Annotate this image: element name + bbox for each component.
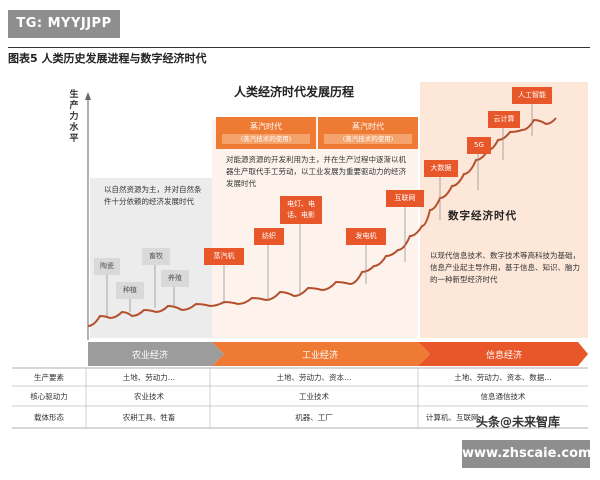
- milestone-internet: 互联网: [386, 190, 424, 207]
- milestone-steam-engine: 蒸汽机: [204, 248, 244, 265]
- cell-agri-factors: 土地、劳动力…: [122, 373, 176, 382]
- milestone-breeding: 养殖: [161, 270, 189, 287]
- phase-title: 蒸汽时代: [250, 122, 282, 131]
- era-band-info: [418, 342, 588, 366]
- row-label-carrier: 载体形态: [34, 413, 64, 422]
- cell-industrial-factors: 土地、劳动力、资本…: [276, 373, 352, 382]
- cell-industrial-driver: 工业技术: [299, 392, 329, 401]
- toutiao-watermark: 头条@未来智库: [476, 415, 561, 429]
- era-band-industrial: [212, 342, 430, 366]
- row-label-driver: 核心驱动力: [30, 392, 68, 401]
- era-label-industrial: 工业经济: [301, 351, 338, 361]
- phase-subtitle: (蒸汽技术的使用): [324, 134, 412, 144]
- phase-subtitle: (蒸汽技术的使用): [222, 134, 310, 144]
- phase-header-steam: 蒸汽时代 (蒸汽技术的使用): [216, 117, 316, 149]
- y-axis-label: 生产力水平: [69, 90, 79, 144]
- phase-title: 蒸汽时代: [352, 122, 384, 131]
- digital-era-label: 数字经济时代: [448, 210, 517, 222]
- channel-tag: TG: MYYJJPP: [8, 10, 120, 38]
- milestone-planting: 种植: [116, 282, 144, 299]
- info-description: 以现代信息技术、数字技术等高科技为基础，信息产业起主导作用，基于信息、知识、脑力…: [430, 251, 580, 284]
- cell-agri-carrier: 农耕工具、牲畜: [122, 413, 176, 422]
- header-rule: [8, 47, 590, 48]
- era-label-info: 信息经济: [485, 351, 522, 361]
- cell-info-carrier: 计算机、互联网: [426, 413, 479, 422]
- milestone-ai: 人工智能: [512, 87, 552, 104]
- milestone-pottery: 陶瓷: [94, 258, 120, 275]
- y-axis-arrow: [85, 92, 91, 100]
- site-watermark: www.zhscaie.com: [462, 440, 592, 468]
- diagram-title: 人类经济时代发展历程: [234, 85, 355, 99]
- agri-description: 以自然资源为主，并对自然条件十分依赖的经济发展时代: [104, 185, 202, 206]
- cell-agri-driver: 农业技术: [134, 392, 164, 401]
- growth-curve: [87, 117, 557, 327]
- era-band-agri: [88, 342, 224, 366]
- milestone-leaders: [106, 100, 533, 316]
- milestone-electric: 电灯、电话、电影: [280, 196, 322, 224]
- milestone-textile: 纺织: [254, 228, 284, 245]
- industrial-description: 对能源资源的开发利用为主，并在生产过程中逐渐以机器生产取代手工劳动，以工业发展为…: [226, 155, 406, 188]
- row-label-factors: 生产要素: [34, 373, 64, 382]
- milestone-cloud: 云计算: [488, 111, 520, 128]
- cell-industrial-carrier: 机器、工厂: [295, 413, 333, 422]
- milestone-big-data: 大数据: [424, 160, 458, 177]
- era-label-agri: 农业经济: [131, 351, 168, 361]
- phase-header-steam-2: 蒸汽时代 (蒸汽技术的使用): [318, 117, 418, 149]
- milestone-generator: 发电机: [346, 228, 386, 245]
- industrial-background: [212, 120, 418, 338]
- figure-label: 图表5 人类历史发展进程与数字经济时代: [8, 52, 207, 65]
- cell-info-factors: 土地、劳动力、资本、数据…: [454, 373, 552, 382]
- milestone-5g: 5G: [467, 137, 491, 154]
- cell-info-driver: 信息通信技术: [480, 392, 526, 401]
- milestone-herding: 畜牧: [142, 248, 170, 265]
